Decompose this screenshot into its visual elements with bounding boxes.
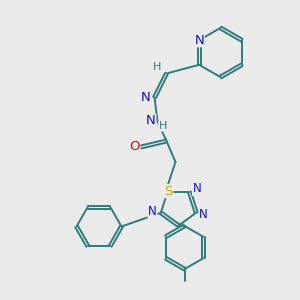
Text: N: N <box>146 114 156 128</box>
Text: S: S <box>164 184 173 198</box>
Text: N: N <box>199 208 208 221</box>
Text: N: N <box>141 91 151 104</box>
Text: N: N <box>194 34 204 47</box>
Text: N: N <box>148 205 157 218</box>
Text: H: H <box>159 121 167 131</box>
Text: H: H <box>153 62 161 72</box>
Text: N: N <box>193 182 201 196</box>
Text: O: O <box>129 140 140 154</box>
